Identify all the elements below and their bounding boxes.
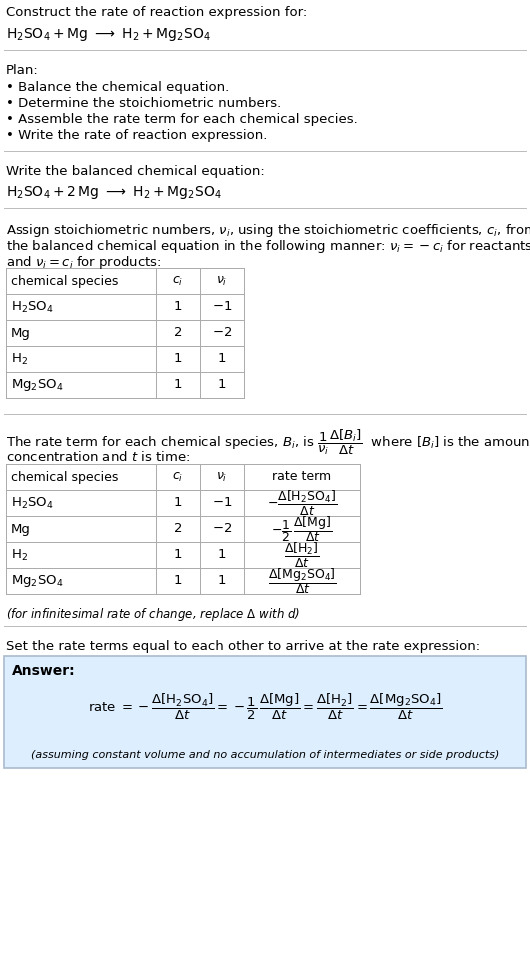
Text: 2: 2 <box>174 522 182 536</box>
Text: $-2$: $-2$ <box>212 327 232 340</box>
Text: $\nu_i$: $\nu_i$ <box>216 470 228 483</box>
Text: rate $= -\dfrac{\Delta[\mathrm{H_2SO_4}]}{\Delta t} = -\dfrac{1}{2}\,\dfrac{\Del: rate $= -\dfrac{\Delta[\mathrm{H_2SO_4}]… <box>87 692 443 722</box>
Text: 1: 1 <box>218 379 226 391</box>
Text: chemical species: chemical species <box>11 470 118 483</box>
Text: 1: 1 <box>174 352 182 365</box>
Text: $\mathrm{Mg_2SO_4}$: $\mathrm{Mg_2SO_4}$ <box>11 573 64 589</box>
Text: Set the rate terms equal to each other to arrive at the rate expression:: Set the rate terms equal to each other t… <box>6 640 480 653</box>
Text: $\mathrm{Mg_2SO_4}$: $\mathrm{Mg_2SO_4}$ <box>11 377 64 393</box>
Text: • Assemble the rate term for each chemical species.: • Assemble the rate term for each chemic… <box>6 113 358 126</box>
Text: $\mathrm{H_2}$: $\mathrm{H_2}$ <box>11 351 28 367</box>
Text: Plan:: Plan: <box>6 64 39 77</box>
FancyBboxPatch shape <box>4 656 526 768</box>
Text: $\mathrm{H_2SO_4 + 2\,Mg\ \longrightarrow\ H_2 + Mg_2SO_4}$: $\mathrm{H_2SO_4 + 2\,Mg\ \longrightarro… <box>6 184 222 201</box>
Text: $c_i$: $c_i$ <box>172 470 183 483</box>
Text: The rate term for each chemical species, $B_i$, is $\dfrac{1}{\nu_i}\dfrac{\Delt: The rate term for each chemical species,… <box>6 428 530 458</box>
Text: $-\dfrac{\Delta[\mathrm{H_2SO_4}]}{\Delta t}$: $-\dfrac{\Delta[\mathrm{H_2SO_4}]}{\Delt… <box>267 489 337 517</box>
Text: 1: 1 <box>174 575 182 588</box>
Text: 1: 1 <box>218 352 226 365</box>
Text: $\nu_i$: $\nu_i$ <box>216 274 228 288</box>
Text: Write the balanced chemical equation:: Write the balanced chemical equation: <box>6 165 265 178</box>
Text: $c_i$: $c_i$ <box>172 274 183 288</box>
Text: (assuming constant volume and no accumulation of intermediates or side products): (assuming constant volume and no accumul… <box>31 750 499 760</box>
Text: $-1$: $-1$ <box>212 301 232 313</box>
Text: chemical species: chemical species <box>11 274 118 288</box>
Text: $\mathrm{H_2}$: $\mathrm{H_2}$ <box>11 548 28 562</box>
Text: $\mathrm{H_2SO_4}$: $\mathrm{H_2SO_4}$ <box>11 300 54 314</box>
Text: • Determine the stoichiometric numbers.: • Determine the stoichiometric numbers. <box>6 97 281 110</box>
Text: Mg: Mg <box>11 522 31 536</box>
Text: and $\nu_i = c_i$ for products:: and $\nu_i = c_i$ for products: <box>6 254 162 271</box>
Text: (for infinitesimal rate of change, replace $\Delta$ with $d$): (for infinitesimal rate of change, repla… <box>6 606 300 623</box>
Text: $\dfrac{\Delta[\mathrm{H_2}]}{\Delta t}$: $\dfrac{\Delta[\mathrm{H_2}]}{\Delta t}$ <box>284 541 320 570</box>
Text: rate term: rate term <box>272 470 332 483</box>
Text: Construct the rate of reaction expression for:: Construct the rate of reaction expressio… <box>6 6 307 19</box>
Text: Answer:: Answer: <box>12 664 76 678</box>
Text: • Write the rate of reaction expression.: • Write the rate of reaction expression. <box>6 129 267 142</box>
Text: 1: 1 <box>174 549 182 561</box>
Text: 2: 2 <box>174 327 182 340</box>
Text: Mg: Mg <box>11 327 31 340</box>
Text: 1: 1 <box>218 549 226 561</box>
Text: the balanced chemical equation in the following manner: $\nu_i = -c_i$ for react: the balanced chemical equation in the fo… <box>6 238 530 255</box>
Text: $-1$: $-1$ <box>212 497 232 509</box>
Text: 1: 1 <box>174 379 182 391</box>
Text: $\dfrac{\Delta[\mathrm{Mg_2SO_4}]}{\Delta t}$: $\dfrac{\Delta[\mathrm{Mg_2SO_4}]}{\Delt… <box>268 566 337 596</box>
Text: $-2$: $-2$ <box>212 522 232 536</box>
Text: • Balance the chemical equation.: • Balance the chemical equation. <box>6 81 229 94</box>
Text: $\mathrm{H_2SO_4}$: $\mathrm{H_2SO_4}$ <box>11 496 54 510</box>
Text: $-\dfrac{1}{2}\,\dfrac{\Delta[\mathrm{Mg}]}{\Delta t}$: $-\dfrac{1}{2}\,\dfrac{\Delta[\mathrm{Mg… <box>271 514 332 544</box>
Text: $\mathrm{H_2SO_4 + Mg\ \longrightarrow\ H_2 + Mg_2SO_4}$: $\mathrm{H_2SO_4 + Mg\ \longrightarrow\ … <box>6 26 211 43</box>
Text: concentration and $t$ is time:: concentration and $t$ is time: <box>6 450 190 464</box>
Text: 1: 1 <box>174 497 182 509</box>
Text: Assign stoichiometric numbers, $\nu_i$, using the stoichiometric coefficients, $: Assign stoichiometric numbers, $\nu_i$, … <box>6 222 530 239</box>
Text: 1: 1 <box>218 575 226 588</box>
Text: 1: 1 <box>174 301 182 313</box>
